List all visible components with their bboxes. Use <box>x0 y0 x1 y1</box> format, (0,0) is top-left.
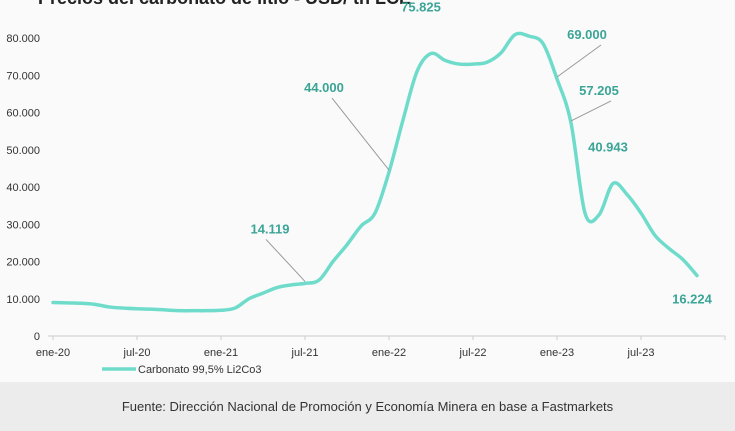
legend-label: Carbonato 99,5% Li2Co3 <box>138 364 262 376</box>
x-tick-label: ene-22 <box>372 347 406 359</box>
x-tick-label: jul-23 <box>627 347 655 359</box>
x-tick-label: ene-20 <box>36 347 70 359</box>
annotation-leader <box>331 97 390 171</box>
data-label: 57.205 <box>579 83 619 98</box>
annotation-leader <box>265 239 306 282</box>
data-label: 16.224 <box>672 292 713 307</box>
line-chart: 0 10.000 20.000 30.000 40.000 50.000 60.000 70.… <box>6 0 726 376</box>
chart-title: Precios del carbonato de litio - USD/ tn… <box>38 0 411 9</box>
y-tick-label: 0 <box>34 331 40 343</box>
annotation-leader <box>570 100 612 122</box>
data-label: 14.119 <box>250 221 289 236</box>
y-tick-label: 60.000 <box>6 108 40 120</box>
x-tick-label: ene-23 <box>540 347 574 359</box>
y-tick-label: 40.000 <box>6 182 40 194</box>
y-tick-label: 70.000 <box>6 70 40 82</box>
footer: Fuente: Dirección Nacional de Promoción … <box>0 382 735 431</box>
data-label: 44.000 <box>304 80 344 95</box>
y-tick-label: 10.000 <box>6 294 40 306</box>
x-tick-label: jul-20 <box>123 347 151 359</box>
source-text: Fuente: Dirección Nacional de Promoción … <box>121 399 614 414</box>
y-tick-label: 80.000 <box>6 33 40 45</box>
x-tick-label: jul-21 <box>291 347 319 359</box>
y-tick-label: 50.000 <box>6 145 40 157</box>
data-label: 69.000 <box>567 27 607 42</box>
y-tick-label: 30.000 <box>6 219 40 231</box>
data-label: 75.825 <box>401 0 441 15</box>
y-tick-label: 20.000 <box>6 257 40 269</box>
x-tick-label: ene-21 <box>204 347 238 359</box>
x-tick-label: jul-22 <box>459 347 487 359</box>
series-line <box>51 31 699 313</box>
annotation-leader <box>556 44 602 78</box>
data-label: 40.943 <box>588 139 628 154</box>
